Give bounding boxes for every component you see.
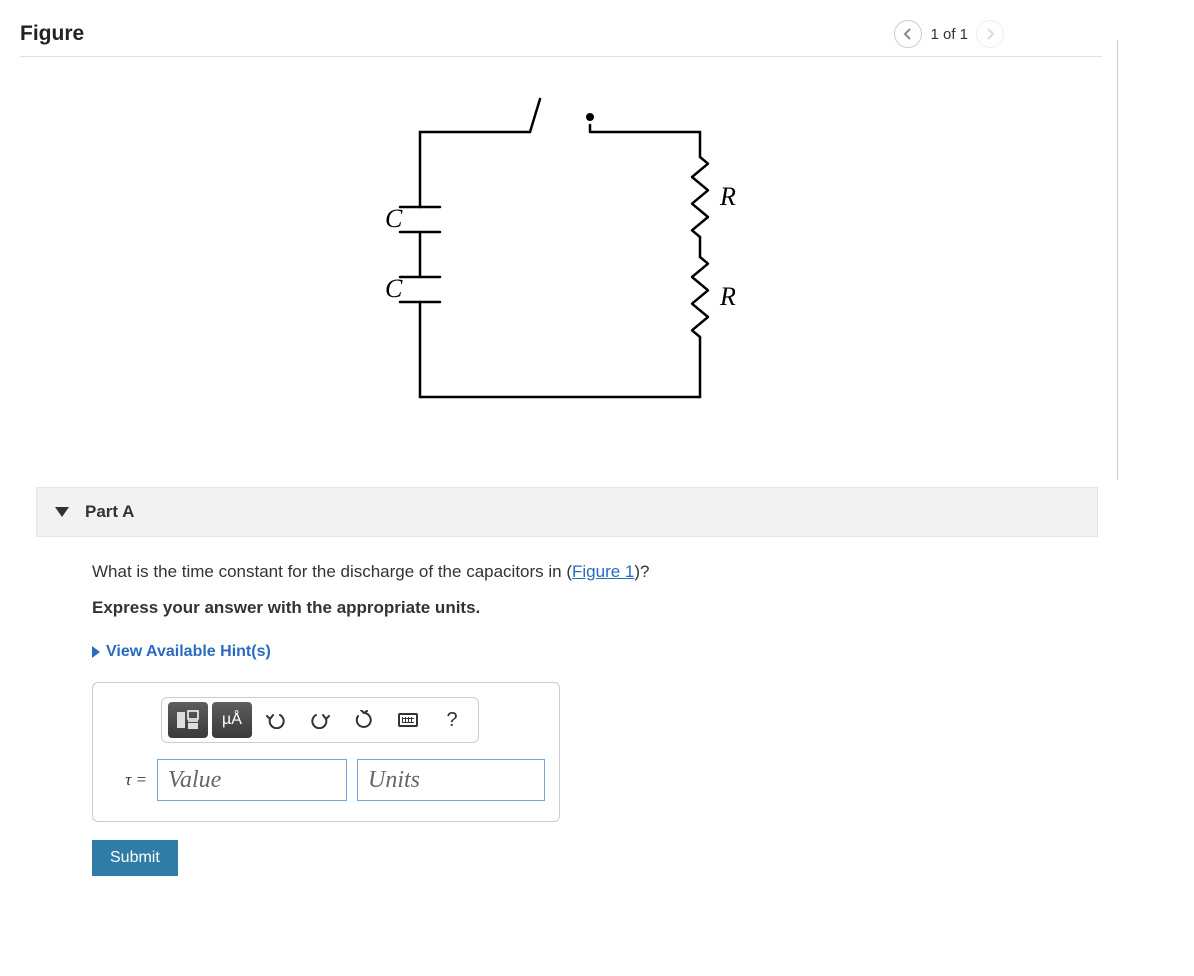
figure-link[interactable]: Figure 1 (572, 562, 634, 581)
reset-icon (354, 710, 374, 730)
undo-button[interactable] (256, 702, 296, 738)
chevron-right-icon (985, 28, 995, 40)
svg-text:R: R (719, 282, 736, 311)
units-input[interactable] (357, 759, 545, 801)
question-prefix: What is the time constant for the discha… (92, 562, 572, 581)
variable-label: τ = (107, 767, 147, 793)
hints-label: View Available Hint(s) (106, 640, 271, 665)
keyboard-icon (398, 713, 418, 727)
help-button[interactable]: ? (432, 702, 472, 738)
submit-button[interactable]: Submit (92, 840, 178, 876)
question-text: What is the time constant for the discha… (92, 559, 1080, 585)
figure-pager: 1 of 1 (894, 20, 1004, 48)
chevron-left-icon (903, 28, 913, 40)
pager-next-button[interactable] (976, 20, 1004, 48)
redo-icon (310, 711, 330, 729)
fraction-icon (175, 709, 201, 731)
part-section: Part A What is the time constant for the… (36, 487, 1098, 876)
answer-input-row: τ = (107, 759, 545, 801)
figure-header: Figure 1 of 1 (20, 20, 1102, 57)
part-title: Part A (85, 502, 134, 522)
reset-button[interactable] (344, 702, 384, 738)
caret-down-icon (55, 507, 69, 517)
caret-right-icon (92, 646, 100, 658)
pager-status: 1 of 1 (930, 26, 968, 43)
pager-prev-button[interactable] (894, 20, 922, 48)
templates-button[interactable] (168, 702, 208, 738)
question-suffix: )? (634, 562, 649, 581)
symbols-button[interactable]: µÅ (212, 702, 252, 738)
circuit-diagram: C C R R (360, 87, 760, 417)
hints-toggle[interactable]: View Available Hint(s) (92, 640, 1080, 665)
answer-toolbar: µÅ ? (161, 697, 479, 743)
svg-text:C: C (385, 274, 403, 303)
redo-button[interactable] (300, 702, 340, 738)
svg-text:C: C (385, 204, 403, 233)
undo-icon (266, 711, 286, 729)
answer-box: µÅ ? τ = (92, 682, 560, 822)
keyboard-button[interactable] (388, 702, 428, 738)
part-header[interactable]: Part A (36, 487, 1098, 537)
figure-body: C C R R (20, 57, 1100, 437)
answer-instructions: Express your answer with the appropriate… (92, 595, 1080, 621)
value-input[interactable] (157, 759, 347, 801)
part-body: What is the time constant for the discha… (36, 537, 1098, 876)
vertical-divider (1117, 40, 1118, 480)
figure-title: Figure (20, 22, 84, 46)
svg-text:R: R (719, 182, 736, 211)
